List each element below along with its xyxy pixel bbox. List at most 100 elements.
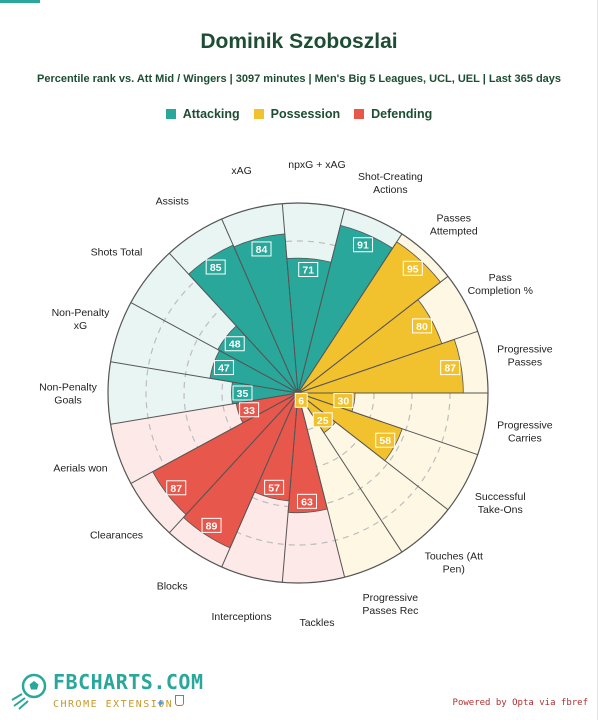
category-label-line: Clearances: [90, 529, 143, 541]
value-box-progressive-passes-rec: [294, 392, 308, 408]
category-label-non-penalty-goals: Non-Penalty Goals: [39, 382, 98, 407]
category-label-line: Assists: [156, 195, 189, 207]
value-box-assists: [205, 259, 226, 275]
category-label-progressive-passes-rec: Progressive Passes Rec: [362, 592, 418, 617]
legend-swatch-attacking: [165, 109, 176, 119]
spoke-3: [168, 252, 299, 394]
category-label-touches-att-pen: Touches (Att Pen): [425, 551, 483, 576]
value-box-clearances: [166, 480, 187, 496]
category-label-line: Pass: [489, 272, 512, 284]
category-label-blocks: Blocks: [157, 581, 188, 593]
legend-item-possession: Possession: [253, 107, 341, 121]
category-label-pass-completion: Pass Completion %: [468, 272, 533, 297]
category-label-line: Passes: [508, 357, 542, 369]
top-accent-bar: [0, 0, 40, 3]
coffee-cup-icon[interactable]: [175, 695, 184, 706]
value-label-pass-completion: 80: [416, 321, 428, 333]
category-label-line: Successful: [475, 491, 526, 503]
category-label-shots-total: Shots Total: [91, 247, 143, 259]
category-label-line: Goals: [54, 395, 81, 407]
value-box-progressive-carries: [333, 393, 354, 409]
legend-item-defending: Defending: [354, 107, 432, 121]
category-label-line: Non-Penalty: [52, 307, 111, 319]
category-label-line: Shots Total: [91, 247, 143, 259]
value-label-xag: 84: [256, 244, 268, 256]
spoke-2: [130, 302, 299, 394]
value-label-shot-creating-actions: 91: [357, 240, 369, 252]
value-box-pass-completion: [412, 318, 433, 334]
category-label-passes-attempted: Passes Attempted: [430, 212, 478, 237]
spoke-17: [168, 392, 299, 534]
value-label-tackles: 63: [301, 496, 313, 508]
category-label-line: Touches (Att: [425, 551, 483, 563]
category-label-line: Tackles: [299, 617, 334, 629]
value-box-npxg-xag: [298, 262, 319, 278]
fbcharts-branding[interactable]: FBCHARTS.COM CHROME EXTENSION ✦: [10, 668, 203, 716]
bg-wedge-touches-att-pen: [298, 393, 448, 553]
spoke-19: [110, 392, 299, 425]
spoke-7: [297, 233, 403, 394]
category-label-line: Interceptions: [211, 611, 271, 623]
legend-label-defending: Defending: [371, 107, 433, 121]
value-label-successful-take-ons: 58: [379, 435, 391, 447]
value-box-non-penalty-goals: [232, 385, 253, 401]
category-label-line: Completion %: [468, 285, 533, 297]
value-box-tackles: [296, 493, 317, 509]
category-label-non-penalty-xg: Non-Penalty xG: [52, 307, 111, 332]
value-box-interceptions: [264, 479, 285, 495]
chart-legend: Attacking Possession Defending: [0, 107, 598, 121]
spoke-8: [297, 275, 449, 394]
category-label-line: Attempted: [430, 225, 478, 237]
value-label-interceptions: 57: [268, 482, 280, 494]
legend-label-possession: Possession: [270, 107, 341, 121]
category-label-line: Aerials won: [53, 463, 107, 475]
bg-wedge-non-penalty-goals: [107, 361, 298, 425]
category-label-line: Passes Rec: [362, 605, 418, 617]
value-label-progressive-passes-rec: 6: [298, 395, 304, 407]
spoke-9: [297, 330, 478, 394]
category-label-line: Non-Penalty: [39, 382, 98, 394]
value-box-blocks: [201, 517, 222, 533]
value-label-touches-att-pen: 25: [317, 415, 329, 427]
spoke-5: [281, 203, 299, 394]
category-label-line: Actions: [373, 184, 407, 196]
spoke-1: [110, 361, 299, 394]
value-box-successful-take-ons: [375, 432, 396, 448]
spoke-4: [221, 218, 299, 394]
twitter-icon[interactable]: ✦: [156, 698, 166, 710]
category-label-line: Progressive: [497, 419, 553, 431]
category-label-successful-take-ons: Successful Take-Ons: [475, 491, 526, 516]
category-label-aerials-won: Aerials won: [53, 463, 107, 475]
category-label-assists: Assists: [156, 195, 189, 207]
category-label-progressive-carries: Progressive Carries: [497, 419, 553, 444]
spoke-14: [297, 392, 346, 578]
legend-item-attacking: Attacking: [165, 107, 240, 121]
category-label-line: xG: [74, 320, 87, 332]
value-label-passes-attempted: 95: [407, 263, 419, 275]
value-box-non-penalty-xg: [213, 360, 234, 376]
category-label-line: Passes: [437, 212, 471, 224]
category-label-tackles: Tackles: [299, 617, 334, 629]
value-label-npxg-xag: 71: [302, 265, 314, 277]
value-label-progressive-carries: 30: [338, 396, 350, 408]
value-box-aerials-won: [239, 402, 260, 418]
legend-swatch-defending: [354, 109, 365, 119]
category-label-line: xAG: [231, 165, 251, 177]
value-label-non-penalty-goals: 35: [237, 388, 249, 400]
category-label-line: Pen): [443, 564, 465, 576]
category-label-npxg-xag: npxG + xAG: [288, 159, 345, 171]
category-label-line: Shot-Creating: [358, 171, 423, 183]
value-box-shot-creating-actions: [353, 237, 374, 253]
brand-name: FBCHARTS.COM: [53, 670, 204, 694]
value-label-non-penalty-xg: 47: [218, 363, 230, 375]
legend-label-attacking: Attacking: [182, 107, 240, 121]
value-label-shots-total: 48: [229, 339, 241, 351]
value-box-touches-att-pen: [312, 412, 333, 428]
spoke-18: [130, 392, 299, 484]
category-label-line: Carries: [508, 432, 542, 444]
category-label-progressive-passes: Progressive Passes: [497, 344, 553, 369]
spoke-6: [297, 208, 346, 394]
value-label-blocks: 89: [206, 520, 218, 532]
value-label-progressive-passes: 87: [444, 363, 456, 375]
category-label-clearances: Clearances: [90, 529, 143, 541]
